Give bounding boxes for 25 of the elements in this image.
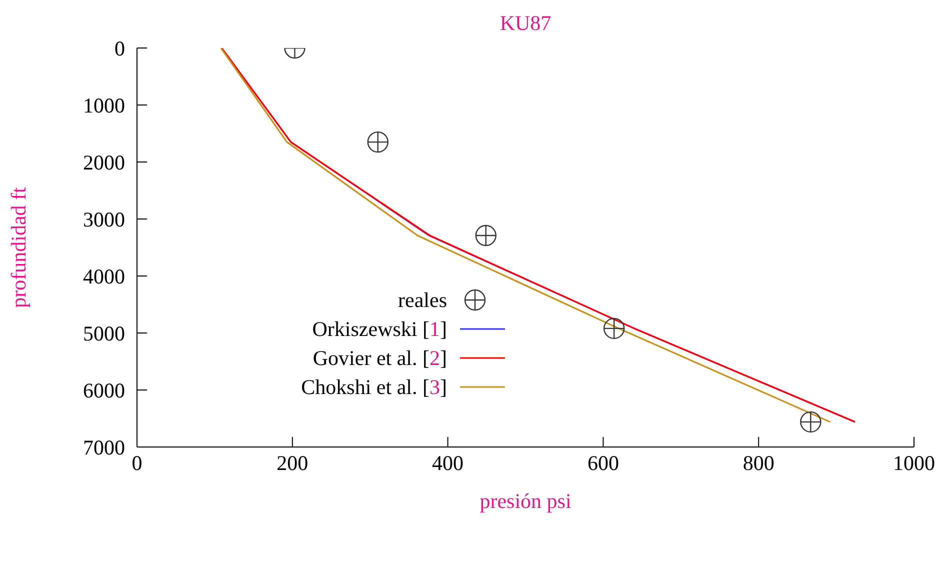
y-axis-title: profundidad ft [6, 186, 30, 308]
y-tick-label: 5000 [83, 321, 125, 346]
x-tick-label: 0 [132, 450, 142, 475]
legend-label: Orkiszewski [1] [312, 317, 447, 341]
legend-label: Chokshi et al. [3] [301, 375, 447, 399]
legend-label: Govier et al. [2] [312, 346, 447, 370]
point [603, 318, 625, 340]
point [367, 131, 388, 153]
x-axis-title: presión psi [480, 489, 572, 513]
y-tick-label: 1000 [83, 93, 125, 118]
x-tick-label: 400 [432, 450, 464, 475]
y-tick-label: 3000 [83, 207, 125, 232]
x-tick-label: 600 [587, 450, 619, 475]
x-tick-label: 1000 [893, 450, 935, 475]
y-tick-label: 0 [114, 36, 125, 60]
y-tick-label: 2000 [83, 150, 125, 174]
y-tick-label: 7000 [83, 435, 125, 460]
x-tick-label: 800 [742, 450, 774, 475]
point [800, 411, 822, 433]
y-tick-label: 6000 [83, 378, 125, 402]
point [475, 224, 496, 246]
chart-title: KU87 [500, 11, 552, 35]
legend-label: reales [398, 288, 447, 312]
y-tick-label: 4000 [83, 264, 125, 288]
x-tick-label: 200 [276, 450, 308, 475]
